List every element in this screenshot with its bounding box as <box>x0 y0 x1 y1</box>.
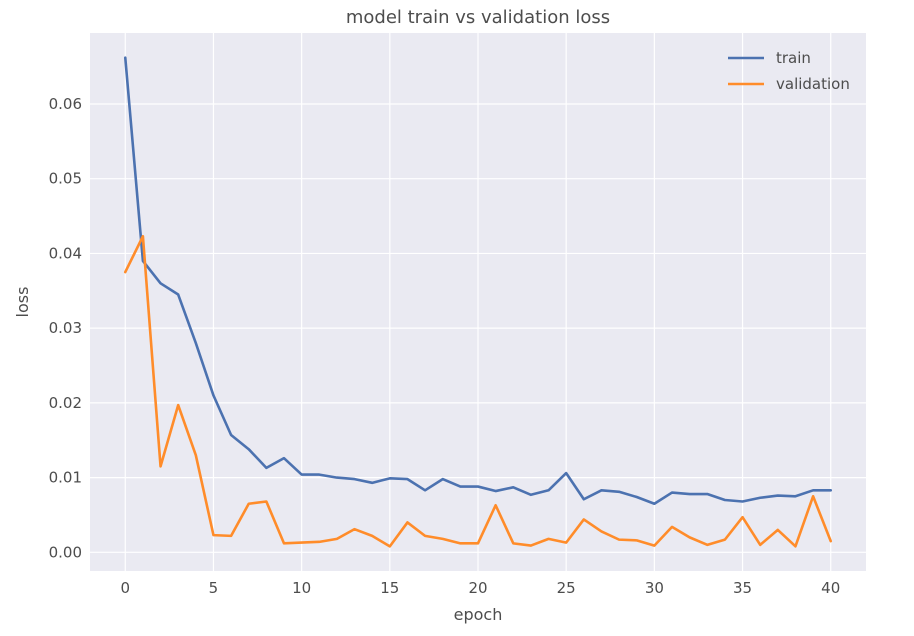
y-axis-label: loss <box>13 287 32 318</box>
x-tick-label: 30 <box>645 579 664 597</box>
series-layer <box>123 56 833 548</box>
y-tick-label: 0.04 <box>49 244 82 262</box>
legend-label-train: train <box>776 49 811 67</box>
y-tick-label: 0.06 <box>49 95 82 113</box>
series-line-validation <box>123 234 833 548</box>
x-tick-label: 20 <box>468 579 487 597</box>
y-tick-label: 0.05 <box>49 170 82 188</box>
x-tick-label: 5 <box>209 579 219 597</box>
legend: train validation <box>728 49 850 93</box>
x-tick-label: 15 <box>380 579 399 597</box>
x-tick-label: 25 <box>557 579 576 597</box>
y-tick-label: 0.00 <box>49 543 82 561</box>
x-tick-label: 10 <box>292 579 311 597</box>
grid <box>90 33 866 571</box>
x-tick-label: 40 <box>821 579 840 597</box>
x-tick-label: 35 <box>733 579 752 597</box>
y-tick-label: 0.02 <box>49 394 82 412</box>
x-tick-label: 0 <box>120 579 130 597</box>
legend-label-validation: validation <box>776 75 850 93</box>
y-tick-labels: 0.00 0.01 0.02 0.03 0.04 0.05 0.06 <box>49 95 82 561</box>
y-tick-label: 0.03 <box>49 319 82 337</box>
chart-title: model train vs validation loss <box>346 7 610 28</box>
x-tick-labels: 0 5 10 15 20 25 30 35 40 <box>120 579 840 597</box>
x-axis-label: epoch <box>454 605 503 624</box>
series-line-train <box>123 56 833 506</box>
y-tick-label: 0.01 <box>49 469 82 487</box>
